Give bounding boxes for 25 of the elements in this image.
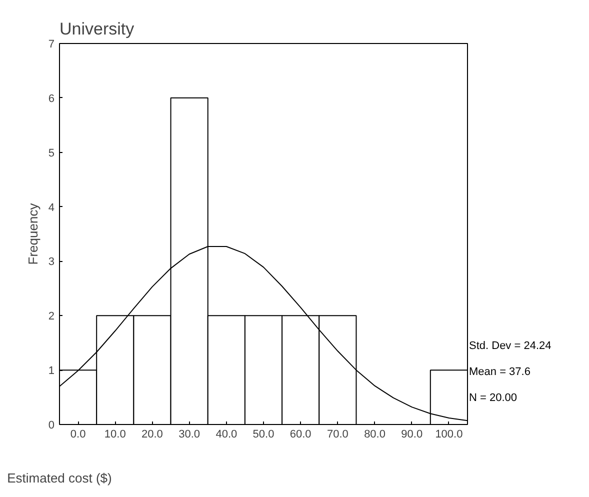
text: N = 20.00 bbox=[469, 391, 518, 406]
y-tick-label: 7 bbox=[48, 38, 55, 50]
x-axis-title: Estimated cost ($) bbox=[7, 470, 112, 486]
x-tick-label: 80.0 bbox=[364, 428, 386, 440]
x-tick-label: 90.0 bbox=[401, 428, 423, 440]
y-tick-label: 2 bbox=[48, 310, 55, 323]
x-tick-label: 30.0 bbox=[178, 428, 200, 440]
text: Std. Dev = 24.24 bbox=[469, 339, 552, 354]
y-tick-label: 6 bbox=[48, 92, 55, 105]
y-tick-label: 4 bbox=[48, 202, 55, 214]
x-tick-label: 70.0 bbox=[326, 428, 348, 440]
y-tick-label: 0 bbox=[48, 420, 55, 432]
y-tick-label: 5 bbox=[48, 147, 55, 160]
y-tick-label: 1 bbox=[48, 365, 55, 378]
x-tick-label: 0.0 bbox=[70, 428, 86, 440]
y-tick-label: 3 bbox=[48, 256, 55, 268]
x-tick-label: 50.0 bbox=[252, 428, 274, 440]
chart-title: University bbox=[60, 20, 135, 38]
x-tick-label: 60.0 bbox=[290, 428, 312, 440]
x-tick-label: 20.0 bbox=[142, 428, 163, 440]
x-tick-label: 40.0 bbox=[216, 428, 238, 440]
x-tick-label: 10.0 bbox=[104, 428, 126, 440]
y-axis-title: Frequency bbox=[25, 202, 40, 265]
x-tick-label: 100.0 bbox=[435, 428, 463, 440]
text: Mean = 37.6 bbox=[469, 365, 532, 380]
